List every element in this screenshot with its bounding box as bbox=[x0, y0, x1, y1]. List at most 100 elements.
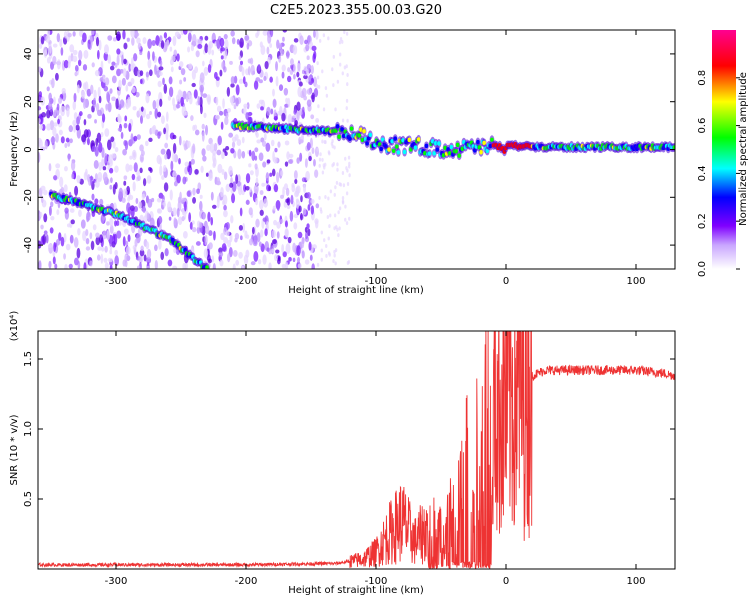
y-tick-label: 1.0 bbox=[23, 421, 34, 437]
noise-blob bbox=[177, 216, 183, 225]
noise-blob bbox=[348, 173, 351, 178]
noise-blob bbox=[325, 93, 329, 98]
noise-blob bbox=[87, 39, 91, 50]
noise-blob bbox=[265, 142, 271, 152]
noise-blob bbox=[292, 45, 298, 55]
noise-blob bbox=[215, 96, 219, 106]
noise-blob bbox=[283, 87, 289, 96]
noise-blob bbox=[174, 31, 180, 38]
noise-blob bbox=[341, 71, 344, 76]
noise-blob bbox=[266, 247, 270, 252]
noise-blob bbox=[231, 193, 236, 204]
noise-blob bbox=[72, 31, 76, 37]
noise-blob bbox=[245, 199, 250, 205]
noise-blob bbox=[91, 30, 95, 36]
noise-blob bbox=[192, 143, 196, 154]
noise-blob bbox=[148, 137, 153, 143]
noise-blob bbox=[241, 190, 245, 196]
noise-blob bbox=[337, 210, 340, 215]
noise-blob bbox=[285, 243, 291, 255]
y-tick-label: -40 bbox=[23, 237, 34, 253]
noise-blob bbox=[256, 103, 261, 109]
noise-blob bbox=[72, 100, 77, 111]
noise-blob bbox=[157, 131, 161, 139]
noise-blob bbox=[60, 47, 64, 56]
noise-blob bbox=[220, 55, 224, 60]
noise-blob bbox=[107, 54, 112, 64]
noise-blob bbox=[139, 249, 145, 257]
noise-blob bbox=[48, 163, 52, 172]
noise-blob bbox=[266, 106, 271, 116]
noise-blob bbox=[183, 143, 188, 151]
noise-blob bbox=[273, 184, 279, 193]
noise-blob bbox=[139, 78, 143, 85]
noise-blob bbox=[173, 180, 178, 187]
noise-blob bbox=[100, 132, 104, 138]
noise-blob bbox=[294, 178, 298, 185]
noise-blob bbox=[145, 71, 150, 78]
x-tick-label: -300 bbox=[105, 276, 128, 287]
noise-blob bbox=[249, 187, 252, 193]
noise-blob bbox=[313, 30, 316, 38]
noise-blob bbox=[182, 262, 186, 269]
noise-blob bbox=[97, 246, 102, 251]
noise-blob bbox=[201, 148, 206, 157]
noise-blob bbox=[137, 174, 141, 182]
noise-blob bbox=[301, 238, 305, 249]
noise-blob bbox=[262, 161, 267, 168]
noise-blob bbox=[43, 213, 48, 223]
noise-blob bbox=[98, 39, 102, 51]
noise-blob bbox=[233, 104, 237, 110]
noise-blob bbox=[204, 234, 208, 246]
noise-blob bbox=[293, 222, 298, 230]
noise-blob bbox=[269, 172, 273, 177]
noise-blob bbox=[59, 38, 63, 48]
noise-blob bbox=[283, 201, 288, 208]
noise-blob bbox=[298, 139, 304, 144]
noise-blob bbox=[223, 204, 227, 211]
snr-multiplier: (x10⁴) bbox=[9, 311, 20, 342]
noise-blob bbox=[184, 201, 187, 212]
noise-blob bbox=[288, 153, 294, 159]
noise-blob bbox=[203, 248, 209, 259]
noise-blob bbox=[260, 106, 264, 111]
noise-blob bbox=[123, 180, 127, 186]
noise-blob bbox=[296, 245, 301, 257]
noise-blob bbox=[100, 253, 104, 264]
noise-blob bbox=[176, 207, 180, 218]
noise-blob bbox=[63, 233, 67, 243]
noise-blob bbox=[130, 208, 135, 218]
noise-blob bbox=[83, 262, 87, 269]
noise-blob bbox=[265, 172, 270, 182]
noise-blob bbox=[133, 53, 138, 62]
noise-blob bbox=[72, 49, 78, 56]
y-tick-label: 0.5 bbox=[23, 491, 34, 507]
noise-blob bbox=[277, 141, 281, 148]
noise-blob bbox=[98, 95, 102, 104]
noise-blob bbox=[162, 164, 167, 172]
noise-blob bbox=[99, 198, 104, 206]
noise-blob bbox=[325, 243, 328, 248]
noise-blob bbox=[231, 141, 236, 149]
noise-blob bbox=[91, 145, 97, 153]
noise-blob bbox=[248, 163, 252, 168]
noise-blob bbox=[182, 30, 188, 35]
noise-blob bbox=[257, 258, 262, 265]
noise-blob bbox=[170, 160, 174, 172]
noise-blob bbox=[136, 134, 141, 140]
noise-blob bbox=[282, 251, 287, 258]
noise-blob bbox=[170, 66, 174, 73]
noise-blob bbox=[139, 144, 144, 152]
trace-point bbox=[672, 145, 675, 150]
noise-blob bbox=[253, 80, 259, 90]
noise-blob bbox=[207, 63, 212, 73]
noise-blob bbox=[258, 241, 262, 247]
noise-blob bbox=[243, 254, 249, 265]
noise-blob bbox=[327, 251, 331, 256]
noise-blob bbox=[315, 203, 320, 209]
noise-blob bbox=[52, 256, 56, 265]
noise-blob bbox=[204, 35, 209, 41]
noise-blob bbox=[338, 62, 342, 67]
noise-blob bbox=[140, 245, 144, 252]
noise-blob bbox=[249, 57, 254, 65]
